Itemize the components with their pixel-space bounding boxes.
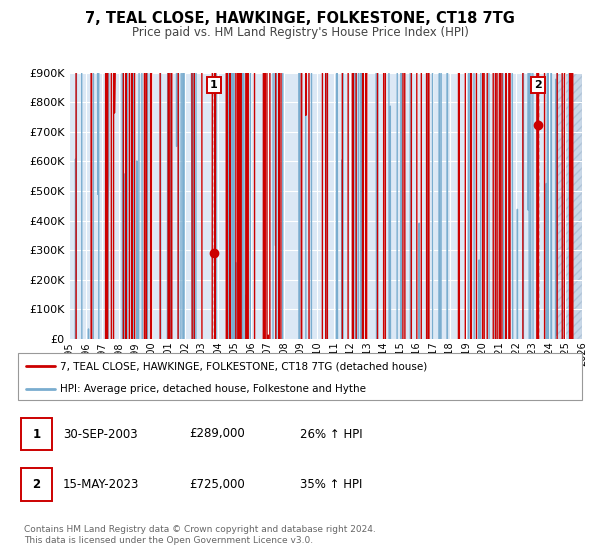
Text: 26% ↑ HPI: 26% ↑ HPI [300,427,362,441]
Text: 7, TEAL CLOSE, HAWKINGE, FOLKESTONE, CT18 7TG: 7, TEAL CLOSE, HAWKINGE, FOLKESTONE, CT1… [85,11,515,26]
Text: 7, TEAL CLOSE, HAWKINGE, FOLKESTONE, CT18 7TG (detached house): 7, TEAL CLOSE, HAWKINGE, FOLKESTONE, CT1… [60,361,428,371]
Bar [557,73,582,339]
Text: 15-MAY-2023: 15-MAY-2023 [63,478,139,491]
Text: 2: 2 [535,80,542,90]
Text: Price paid vs. HM Land Registry's House Price Index (HPI): Price paid vs. HM Land Registry's House … [131,26,469,39]
Text: Contains HM Land Registry data © Crown copyright and database right 2024.
This d: Contains HM Land Registry data © Crown c… [24,525,376,545]
Text: HPI: Average price, detached house, Folkestone and Hythe: HPI: Average price, detached house, Folk… [60,384,366,394]
Text: 1: 1 [210,80,218,90]
Text: 35% ↑ HPI: 35% ↑ HPI [300,478,362,491]
Text: 30-SEP-2003: 30-SEP-2003 [63,427,137,441]
Text: £289,000: £289,000 [189,427,245,441]
Text: 1: 1 [32,427,41,441]
Text: £725,000: £725,000 [189,478,245,491]
Text: 2: 2 [32,478,41,491]
